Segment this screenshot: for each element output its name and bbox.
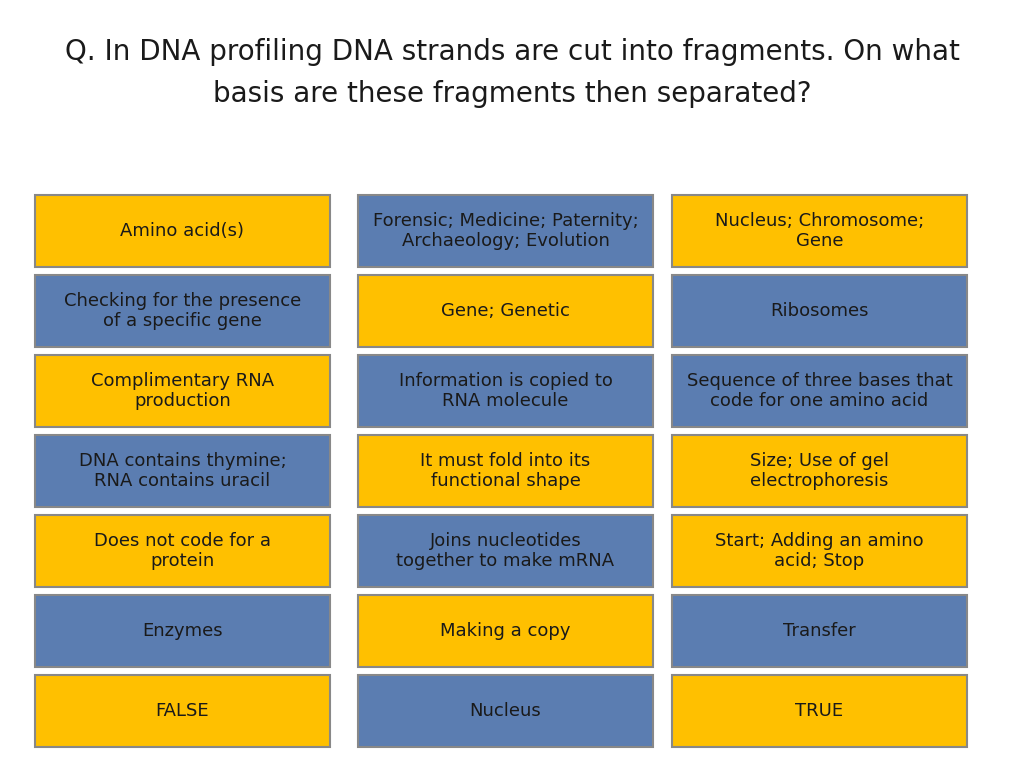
Text: Complimentary RNA
production: Complimentary RNA production	[91, 372, 274, 410]
FancyBboxPatch shape	[35, 195, 330, 267]
Text: Does not code for a
protein: Does not code for a protein	[94, 531, 271, 571]
Text: Forensic; Medicine; Paternity;
Archaeology; Evolution: Forensic; Medicine; Paternity; Archaeolo…	[373, 212, 638, 250]
Text: basis are these fragments then separated?: basis are these fragments then separated…	[213, 80, 811, 108]
FancyBboxPatch shape	[35, 435, 330, 507]
Text: DNA contains thymine;
RNA contains uracil: DNA contains thymine; RNA contains uraci…	[79, 452, 287, 491]
Text: Q. In DNA profiling DNA strands are cut into fragments. On what: Q. In DNA profiling DNA strands are cut …	[65, 38, 959, 66]
FancyBboxPatch shape	[358, 435, 653, 507]
FancyBboxPatch shape	[672, 675, 967, 747]
FancyBboxPatch shape	[358, 595, 653, 667]
Text: Joins nucleotides
together to make mRNA: Joins nucleotides together to make mRNA	[396, 531, 614, 571]
Text: Transfer: Transfer	[783, 622, 856, 640]
FancyBboxPatch shape	[672, 515, 967, 587]
FancyBboxPatch shape	[358, 355, 653, 427]
FancyBboxPatch shape	[358, 275, 653, 347]
Text: It must fold into its
functional shape: It must fold into its functional shape	[421, 452, 591, 491]
FancyBboxPatch shape	[35, 675, 330, 747]
FancyBboxPatch shape	[35, 595, 330, 667]
Text: TRUE: TRUE	[796, 702, 844, 720]
Text: Gene; Genetic: Gene; Genetic	[441, 302, 570, 320]
FancyBboxPatch shape	[672, 195, 967, 267]
FancyBboxPatch shape	[358, 675, 653, 747]
Text: Nucleus; Chromosome;
Gene: Nucleus; Chromosome; Gene	[715, 212, 924, 250]
FancyBboxPatch shape	[358, 515, 653, 587]
FancyBboxPatch shape	[672, 595, 967, 667]
Text: FALSE: FALSE	[156, 702, 209, 720]
Text: Enzymes: Enzymes	[142, 622, 223, 640]
Text: Sequence of three bases that
code for one amino acid: Sequence of three bases that code for on…	[687, 372, 952, 410]
Text: Information is copied to
RNA molecule: Information is copied to RNA molecule	[398, 372, 612, 410]
FancyBboxPatch shape	[672, 355, 967, 427]
Text: Size; Use of gel
electrophoresis: Size; Use of gel electrophoresis	[750, 452, 889, 491]
Text: Ribosomes: Ribosomes	[770, 302, 868, 320]
Text: Amino acid(s): Amino acid(s)	[121, 222, 245, 240]
FancyBboxPatch shape	[358, 195, 653, 267]
FancyBboxPatch shape	[35, 355, 330, 427]
FancyBboxPatch shape	[35, 275, 330, 347]
Text: Checking for the presence
of a specific gene: Checking for the presence of a specific …	[63, 292, 301, 330]
Text: Nucleus: Nucleus	[470, 702, 542, 720]
Text: Start; Adding an amino
acid; Stop: Start; Adding an amino acid; Stop	[715, 531, 924, 571]
FancyBboxPatch shape	[672, 275, 967, 347]
FancyBboxPatch shape	[672, 435, 967, 507]
FancyBboxPatch shape	[35, 515, 330, 587]
Text: Making a copy: Making a copy	[440, 622, 570, 640]
